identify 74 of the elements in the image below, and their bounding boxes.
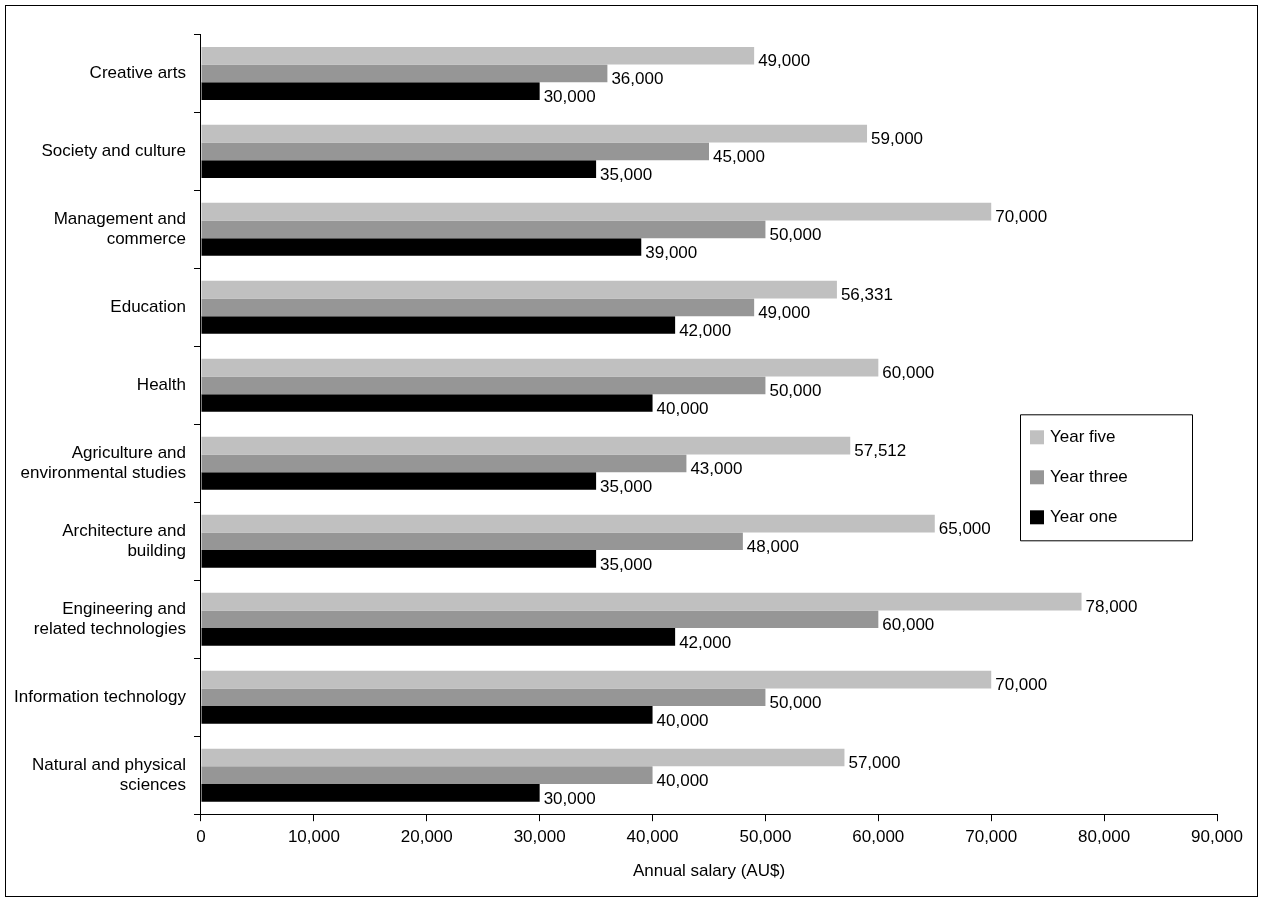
bar (201, 220, 766, 239)
bar (201, 298, 755, 317)
bar (201, 748, 845, 767)
data-label: 39,000 (645, 242, 698, 262)
bar (201, 766, 653, 785)
data-label: 70,000 (995, 207, 1048, 227)
data-label: 35,000 (600, 164, 653, 184)
data-label: 70,000 (995, 675, 1048, 695)
legend-label: Year five (1050, 426, 1116, 446)
data-label: 40,000 (656, 710, 709, 730)
data-label: 50,000 (769, 225, 822, 245)
data-label: 49,000 (758, 303, 811, 323)
bar (201, 670, 992, 689)
data-label: 36,000 (611, 69, 664, 89)
data-label: 60,000 (882, 363, 935, 383)
data-label: 40,000 (656, 770, 709, 790)
data-label: 30,000 (543, 86, 596, 106)
bar (201, 46, 755, 65)
y-tick-label: Engineering and related technologies (33, 598, 186, 639)
y-tick-label: Management and commerce (53, 208, 186, 249)
x-tick-label: 70,000 (965, 827, 1018, 847)
bar (201, 532, 743, 551)
bar (201, 124, 868, 143)
x-tick-label: 0 (196, 827, 206, 847)
y-tick-label: Agriculture and environmental studies (20, 442, 186, 483)
data-label: 42,000 (679, 632, 732, 652)
y-tick-label: Creative arts (89, 63, 186, 83)
data-label: 49,000 (758, 51, 811, 71)
bar (201, 202, 992, 221)
data-label: 30,000 (543, 788, 596, 808)
x-tick-label: 40,000 (626, 827, 679, 847)
x-tick-label: 50,000 (739, 827, 792, 847)
x-tick-label: 80,000 (1078, 827, 1131, 847)
x-tick-label: 90,000 (1191, 827, 1243, 847)
bar (201, 592, 1082, 611)
x-tick-label: 60,000 (852, 827, 905, 847)
legend-label: Year one (1050, 506, 1118, 526)
data-label: 42,000 (679, 320, 732, 340)
data-label: 45,000 (713, 147, 765, 167)
data-label: 40,000 (656, 398, 709, 418)
y-tick-label: Society and culture (41, 141, 186, 161)
data-label: 50,000 (769, 692, 822, 712)
data-label: 35,000 (600, 554, 653, 574)
data-label: 48,000 (746, 536, 799, 556)
data-label: 57,000 (848, 753, 901, 773)
bar (201, 436, 851, 455)
x-tick-label: 30,000 (513, 827, 566, 847)
data-label: 56,331 (840, 285, 893, 305)
x-tick-label: 20,000 (400, 827, 453, 847)
legend-label: Year three (1050, 466, 1128, 486)
bar (201, 280, 837, 299)
data-label: 78,000 (1085, 597, 1138, 617)
data-label: 57,512 (854, 441, 907, 461)
data-label: 59,000 (871, 129, 924, 149)
data-label: 43,000 (690, 458, 743, 478)
bar (201, 358, 879, 377)
data-label: 50,000 (769, 381, 822, 400)
bar (201, 64, 608, 83)
data-label: 35,000 (600, 476, 653, 496)
data-label: 65,000 (938, 519, 991, 539)
y-tick-label: Information technology (13, 686, 187, 706)
bar (201, 514, 935, 533)
bar (201, 688, 766, 707)
x-tick-label: 10,000 (287, 827, 340, 847)
y-tick-label: Architecture and building (62, 520, 186, 561)
bar (201, 142, 709, 161)
bar (201, 454, 687, 473)
y-tick-label: Education (110, 297, 186, 317)
y-tick-label: Health (136, 375, 186, 394)
bar (201, 610, 879, 629)
data-label: 60,000 (882, 614, 935, 634)
x-axis-title: Annual salary (AU$) (632, 861, 786, 881)
y-tick-label: Natural and physical sciences (31, 754, 186, 795)
bar (201, 376, 766, 395)
